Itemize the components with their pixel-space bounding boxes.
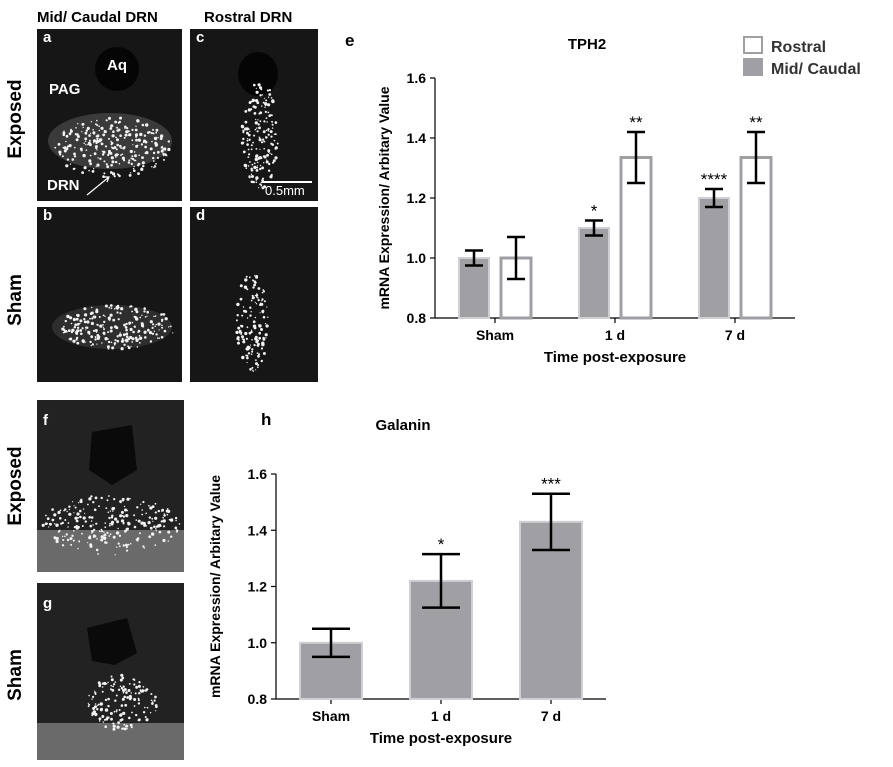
galanin-x-label: Time post-exposure bbox=[370, 730, 512, 747]
galanin-title: Galanin bbox=[375, 417, 430, 434]
tph2-legend-label: Mid/ Caudal bbox=[771, 61, 861, 78]
tph2-chart: TPH2 0.8 1.0 1.2 1.4 1.6 mRNA Expression/ Arbi… bbox=[376, 36, 861, 366]
tph2-bar bbox=[458, 257, 490, 319]
panel-letter-h: h bbox=[261, 410, 272, 429]
galanin-y-tick-label: 1.0 bbox=[248, 635, 268, 651]
tph2-title: TPH2 bbox=[568, 36, 606, 53]
tph2-y-label: mRNA Expression/ Arbitary Value bbox=[376, 86, 392, 309]
micrograph-d: d bbox=[190, 207, 318, 382]
scale-bar-label: 0.5mm bbox=[265, 183, 305, 198]
galanin-y-tick-label: 0.8 bbox=[248, 691, 268, 707]
micrograph-f: f bbox=[37, 400, 184, 572]
galanin-x-tick-label: 7 d bbox=[541, 708, 561, 724]
micrograph-g: g bbox=[37, 583, 184, 760]
drn-label: DRN bbox=[47, 177, 80, 194]
micrograph-b-image bbox=[52, 304, 174, 351]
galanin-significance-label: *** bbox=[541, 475, 561, 494]
tph2-y-tick-label: 1.4 bbox=[407, 130, 427, 146]
panel-letter-g: g bbox=[43, 595, 53, 612]
micrograph-a-image bbox=[48, 47, 172, 196]
micrograph-d-image bbox=[235, 274, 269, 372]
tph2-legend-swatch bbox=[743, 58, 763, 76]
tph2-legend-label: Rostral bbox=[771, 39, 826, 56]
panel-letter-a: a bbox=[43, 29, 52, 46]
tph2-legend-swatch bbox=[743, 36, 763, 54]
tph2-significance-label: * bbox=[591, 202, 598, 221]
tph2-x-tick-label: Sham bbox=[476, 327, 514, 343]
galanin-y-tick-label: 1.6 bbox=[248, 466, 268, 482]
tph2-y-tick-label: 1.0 bbox=[407, 250, 427, 266]
galanin-y-label: mRNA Expression/ Arbitary Value bbox=[207, 475, 223, 698]
panel-letter-f: f bbox=[43, 412, 48, 429]
panel-letter-e: e bbox=[345, 31, 355, 50]
galanin-significance-label: * bbox=[438, 535, 445, 554]
micrograph-c: c 0.5mm bbox=[190, 29, 318, 201]
galanin-x-tick-label: 1 d bbox=[431, 708, 451, 724]
tph2-significance-label: ** bbox=[629, 113, 643, 132]
panel-letter-c: c bbox=[196, 29, 205, 46]
tph2-x-tick-label: 1 d bbox=[605, 327, 625, 343]
tph2-significance-label: **** bbox=[701, 170, 728, 189]
galanin-y-tick-label: 1.2 bbox=[248, 579, 268, 595]
tph2-significance-label: ** bbox=[749, 113, 763, 132]
aq-label: Aq bbox=[107, 57, 127, 74]
tph2-y-tick-label: 1.6 bbox=[407, 70, 427, 86]
galanin-y-tick-label: 1.4 bbox=[248, 522, 268, 538]
tph2-y-tick-label: 0.8 bbox=[407, 310, 427, 326]
micrograph-f-image bbox=[37, 425, 184, 572]
micrograph-c-image bbox=[238, 52, 312, 190]
column-label-rostral: Rostral DRN bbox=[204, 9, 293, 26]
micrograph-g-image bbox=[37, 618, 184, 760]
column-label-mid-caudal: Mid/ Caudal DRN bbox=[37, 9, 158, 26]
tph2-bar bbox=[578, 227, 610, 319]
micrograph-a: a Aq PAG DRN bbox=[37, 29, 182, 201]
tph2-y-tick-label: 1.2 bbox=[407, 190, 427, 206]
micrograph-b: b bbox=[37, 207, 182, 382]
tph2-x-label: Time post-exposure bbox=[544, 349, 686, 366]
panel-letter-d: d bbox=[196, 207, 206, 224]
galanin-x-tick-label: Sham bbox=[312, 708, 350, 724]
panel-letter-b: b bbox=[43, 207, 53, 224]
galanin-bar bbox=[519, 520, 583, 700]
pag-label: PAG bbox=[49, 81, 81, 98]
tph2-x-tick-label: 7 d bbox=[725, 327, 745, 343]
